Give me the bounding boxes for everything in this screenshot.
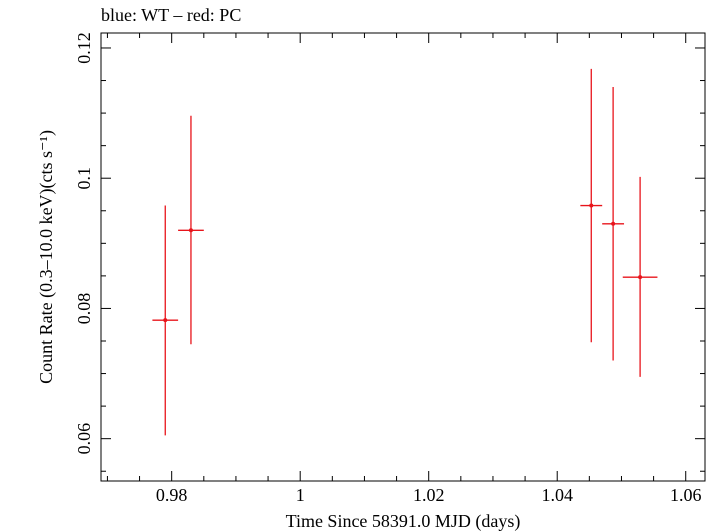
y-tick-label: 0.12 [74,32,94,64]
x-axis-label: Time Since 58391.0 MJD (days) [286,511,521,532]
data-series-pc [152,68,658,436]
point-marker [638,275,643,280]
data-point [622,176,658,377]
y-tick-label: 0.1 [74,167,94,190]
data-point [178,115,204,345]
x-tick-label: 1.02 [413,485,445,505]
chart-title: blue: WT – red: PC [101,5,242,25]
point-marker [188,228,193,233]
point-marker [589,203,594,208]
plot-frame [100,32,706,482]
x-tick-labels: 0.98 1 1.02 1.04 1.06 [156,485,702,505]
x-tick-label: 1.04 [541,485,573,505]
data-point [580,68,603,343]
point-marker [611,221,616,226]
axis-ticks [101,33,705,481]
data-point [602,87,625,361]
x-tick-label: 1.06 [670,485,702,505]
data-point [152,205,179,436]
y-axis-label: Count Rate (0.3–10.0 keV)(cts s⁻¹) [36,130,57,384]
y-tick-label: 0.08 [74,293,94,325]
y-tick-label: 0.06 [74,423,94,455]
y-tick-labels: 0.06 0.08 0.1 0.12 [74,32,94,454]
x-tick-label: 0.98 [156,485,188,505]
x-tick-label: 1 [296,485,305,505]
point-marker [163,318,168,323]
